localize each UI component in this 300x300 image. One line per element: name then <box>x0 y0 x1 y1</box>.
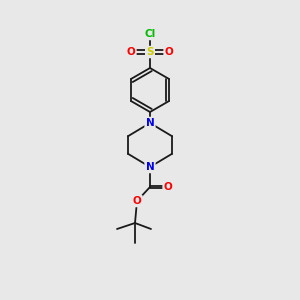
Text: O: O <box>127 47 135 57</box>
Text: O: O <box>164 182 172 192</box>
Text: Cl: Cl <box>144 29 156 39</box>
Text: N: N <box>146 162 154 172</box>
Text: S: S <box>146 47 154 57</box>
Text: N: N <box>146 118 154 128</box>
Text: O: O <box>133 196 141 206</box>
Text: O: O <box>165 47 173 57</box>
